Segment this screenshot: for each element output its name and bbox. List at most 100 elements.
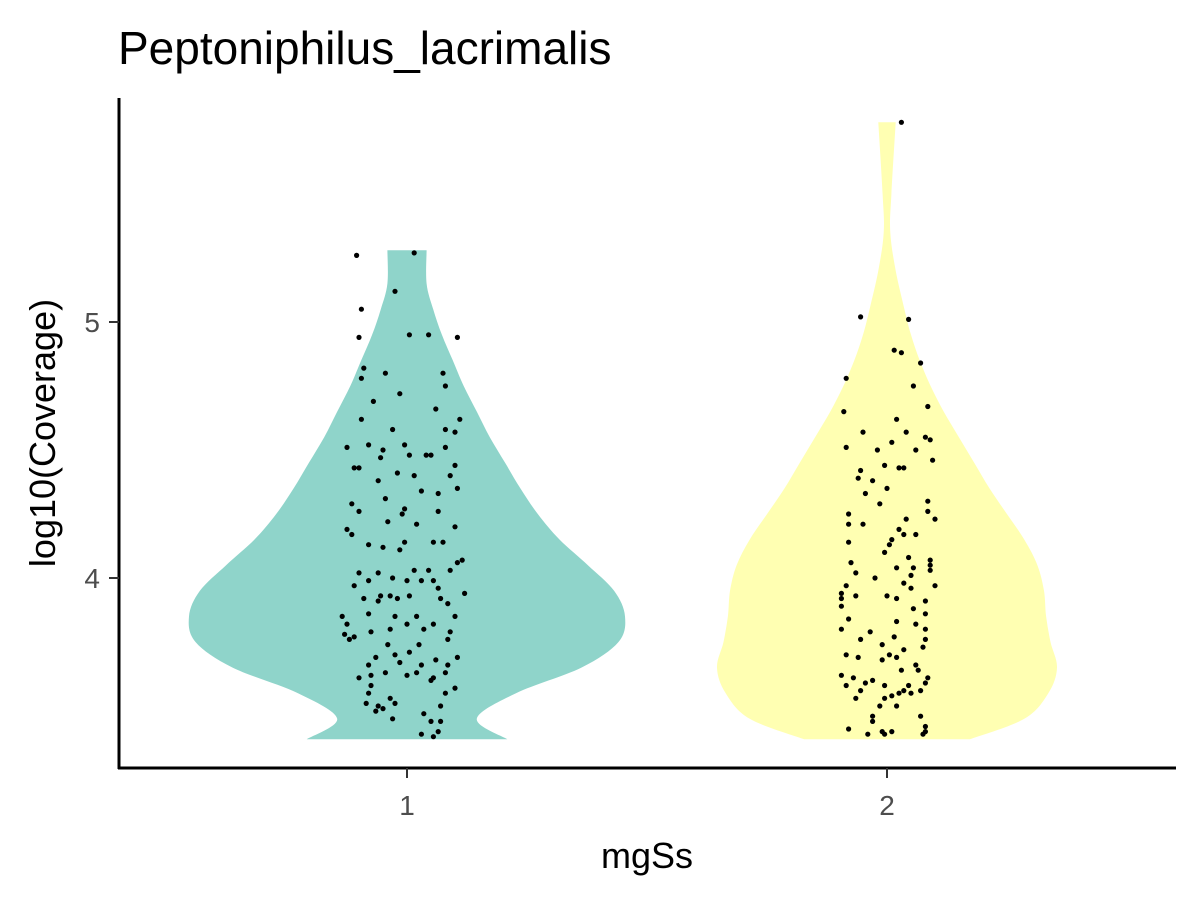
- data-point: [380, 544, 386, 550]
- data-point: [874, 447, 881, 453]
- data-point: [375, 598, 381, 604]
- data-point: [894, 654, 900, 661]
- data-point: [375, 570, 381, 576]
- data-point: [370, 398, 376, 404]
- data-point: [378, 593, 384, 599]
- chart-title: Peptoniphilus_lacrimalis: [118, 22, 611, 74]
- data-point: [373, 708, 379, 714]
- data-point: [430, 734, 436, 740]
- data-point: [889, 693, 895, 699]
- data-point: [416, 642, 422, 648]
- data-point: [368, 629, 374, 635]
- data-point: [435, 508, 441, 514]
- data-point: [402, 442, 408, 448]
- data-point: [454, 560, 460, 566]
- data-point: [882, 682, 888, 689]
- data-point: [906, 682, 912, 689]
- data-point: [368, 682, 374, 689]
- data-point: [884, 593, 890, 599]
- data-point: [414, 670, 420, 676]
- data-point: [891, 634, 897, 640]
- data-point: [342, 631, 348, 637]
- data-point: [438, 703, 444, 709]
- data-point: [838, 603, 845, 609]
- data-point: [452, 613, 458, 620]
- data-point: [870, 478, 876, 484]
- data-point: [913, 662, 919, 668]
- data-point: [910, 606, 917, 612]
- data-point: [358, 306, 364, 312]
- data-point: [423, 452, 429, 458]
- data-point: [442, 690, 448, 696]
- data-point: [366, 611, 372, 617]
- data-point: [445, 636, 451, 643]
- data-point: [901, 688, 907, 694]
- data-point: [882, 462, 888, 468]
- data-point: [882, 731, 888, 737]
- data-point: [896, 465, 902, 471]
- data-point: [843, 652, 849, 658]
- data-point: [387, 626, 393, 632]
- data-point: [438, 718, 444, 725]
- data-point: [462, 590, 468, 597]
- data-point: [402, 506, 408, 512]
- data-point: [877, 501, 883, 507]
- data-point: [906, 554, 912, 561]
- data-point: [344, 526, 350, 533]
- data-point: [447, 473, 453, 479]
- data-point: [870, 718, 876, 725]
- data-point: [459, 557, 465, 563]
- data-point: [922, 680, 929, 686]
- data-point: [339, 613, 345, 620]
- data-point: [373, 654, 379, 661]
- data-point: [430, 578, 436, 584]
- data-point: [922, 729, 929, 735]
- data-point: [862, 490, 869, 497]
- data-point: [382, 496, 388, 502]
- data-point: [402, 539, 408, 545]
- data-point: [894, 703, 900, 709]
- data-point: [910, 383, 917, 389]
- data-point: [356, 334, 362, 340]
- data-point: [387, 593, 393, 599]
- data-point: [361, 365, 367, 371]
- data-point: [354, 252, 360, 258]
- data-point: [850, 675, 857, 681]
- data-point: [898, 119, 905, 125]
- data-point: [356, 508, 362, 514]
- data-point: [855, 654, 861, 661]
- data-point: [418, 662, 424, 668]
- data-point: [440, 370, 446, 376]
- data-point: [356, 570, 362, 576]
- data-point: [903, 429, 909, 435]
- data-point: [366, 542, 372, 548]
- data-point: [428, 677, 434, 684]
- data-point: [870, 713, 876, 719]
- data-point: [865, 731, 871, 737]
- data-point: [392, 652, 398, 658]
- data-point: [908, 572, 914, 579]
- y-tick-label: 5: [84, 307, 100, 338]
- data-point: [898, 667, 905, 673]
- data-point: [447, 567, 453, 573]
- data-point: [879, 657, 885, 663]
- data-point: [889, 439, 895, 445]
- data-point: [846, 521, 852, 527]
- data-point: [858, 688, 864, 694]
- data-point: [385, 519, 391, 525]
- data-point: [418, 578, 424, 584]
- data-point: [387, 695, 393, 701]
- data-point: [442, 426, 448, 433]
- data-point: [855, 475, 861, 481]
- data-point: [882, 549, 888, 556]
- data-point: [414, 521, 420, 527]
- data-point: [442, 670, 448, 676]
- data-point: [930, 457, 936, 463]
- data-point: [452, 462, 458, 468]
- data-point: [394, 595, 400, 602]
- data-point: [913, 621, 919, 627]
- data-point: [843, 375, 849, 381]
- data-point: [867, 629, 873, 635]
- data-point: [445, 601, 451, 607]
- y-axis-title: log10(Coverage): [22, 299, 63, 567]
